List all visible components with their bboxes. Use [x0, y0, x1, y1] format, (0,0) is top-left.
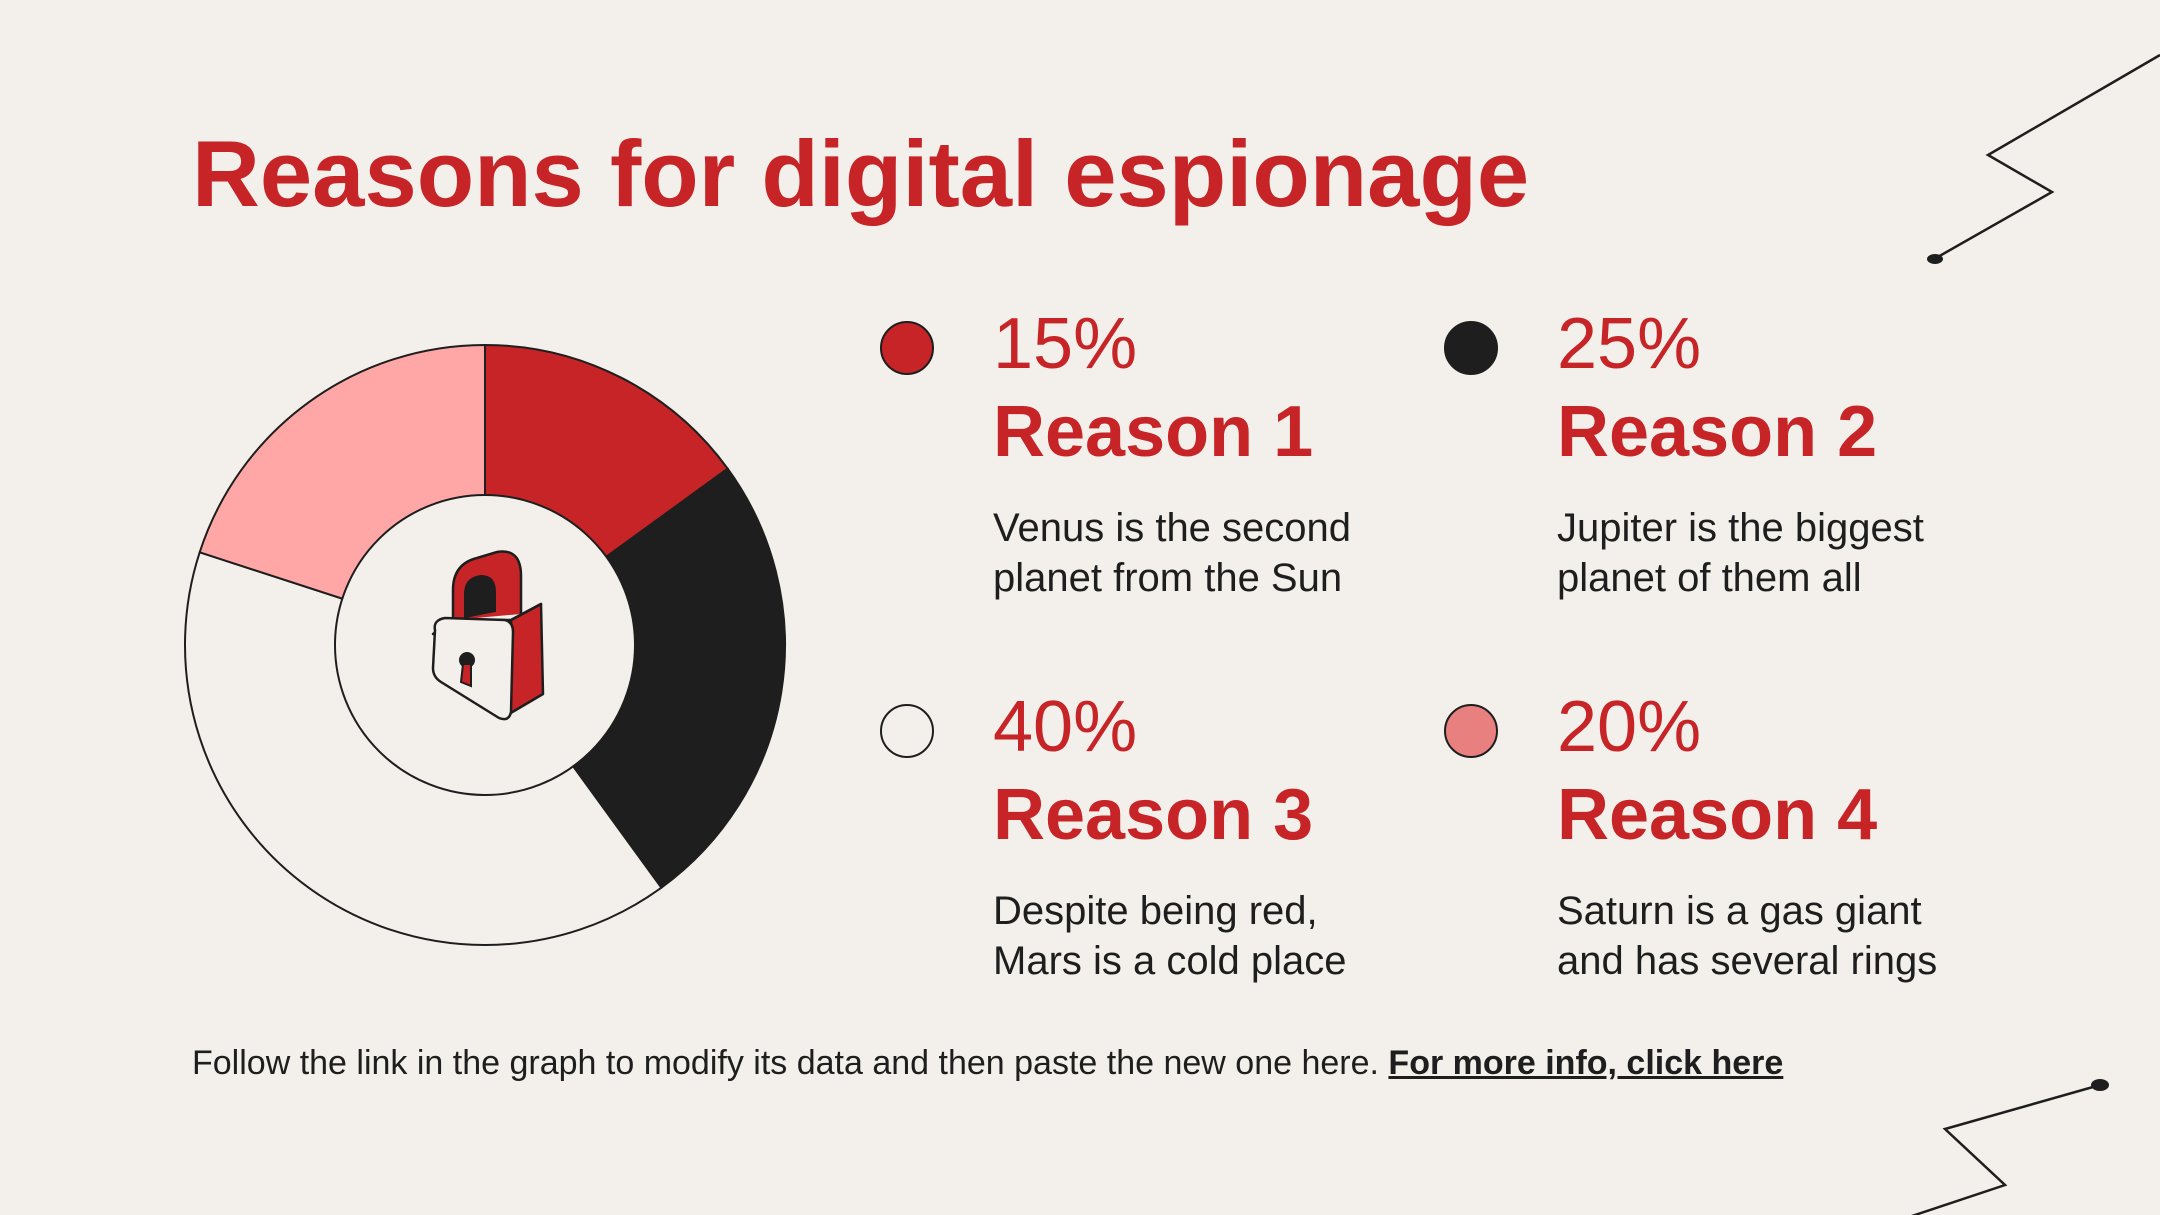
legend-description: Jupiter is the biggest planet of them al… — [1557, 506, 1924, 600]
zigzag-top-decoration — [1927, 53, 2160, 264]
zigzag-bottom-decoration — [1911, 1079, 2109, 1215]
legend-label: Reason 2 — [1557, 392, 1878, 472]
legend-label: Reason 1 — [993, 392, 1314, 472]
footer-note: Follow the link in the graph to modify i… — [192, 1044, 1783, 1083]
legend-percent: 15% — [993, 304, 1138, 384]
legend-label: Reason 3 — [993, 775, 1314, 855]
legend-percent: 40% — [993, 687, 1138, 767]
page-title: Reasons for digital espionage — [192, 121, 1530, 226]
legend-swatch-salmon — [1444, 704, 1498, 758]
footer-text: Follow the link in the graph to modify i… — [192, 1044, 1379, 1082]
padlock-icon — [431, 550, 545, 721]
legend-swatch-white — [880, 704, 934, 758]
more-info-link[interactable]: For more info, click here — [1388, 1044, 1784, 1082]
legend-percent: 25% — [1557, 304, 1702, 384]
legend-swatch-red — [880, 321, 934, 375]
legend-swatch-black — [1444, 321, 1498, 375]
legend-label: Reason 4 — [1557, 775, 1878, 855]
legend-description: Saturn is a gas giant and has several ri… — [1557, 889, 1938, 983]
legend-description: Venus is the second planet from the Sun — [993, 506, 1352, 600]
donut-chart[interactable] — [170, 330, 800, 960]
donut-slice-reason-2[interactable] — [483, 467, 786, 890]
legend-percent: 20% — [1557, 687, 1702, 767]
legend-description: Despite being red, Mars is a cold place — [993, 889, 1347, 983]
